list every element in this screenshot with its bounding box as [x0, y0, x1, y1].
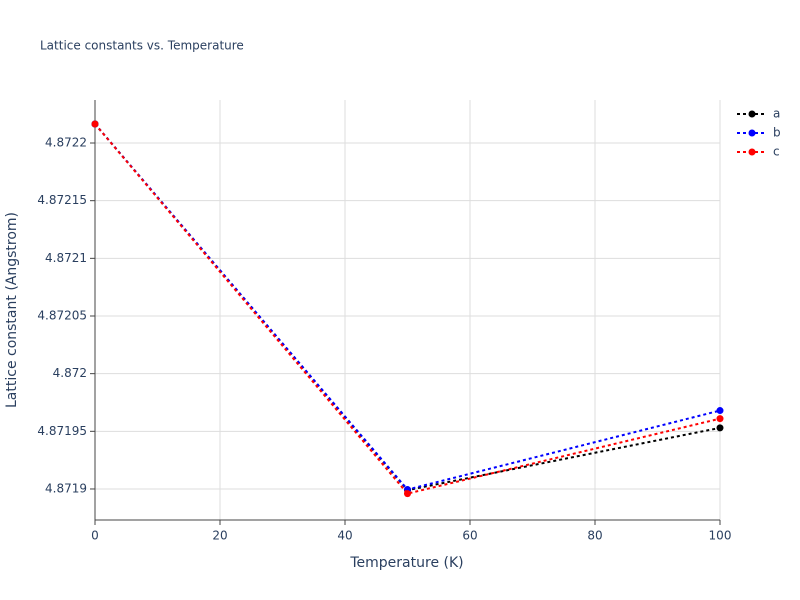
point	[716, 415, 724, 423]
legend-marker	[748, 148, 756, 156]
y-tick-label: 4.8721	[45, 251, 87, 265]
y-tick-label: 4.8719	[45, 481, 87, 495]
y-tick-label: 4.87195	[37, 424, 87, 438]
x-tick-label: 40	[337, 529, 352, 543]
x-tick-label: 80	[587, 529, 602, 543]
y-tick-label: 4.8722	[45, 136, 87, 150]
x-tick-label: 20	[212, 529, 227, 543]
y-tick-label: 4.87205	[37, 308, 87, 322]
point	[716, 424, 724, 432]
legend-label: c	[773, 145, 780, 159]
point	[716, 407, 724, 415]
legend-marker	[748, 129, 756, 137]
legend-label: a	[773, 107, 780, 121]
y-tick-label: 4.872	[53, 366, 87, 380]
x-tick-label: 0	[91, 529, 99, 543]
x-tick-label: 100	[709, 529, 732, 543]
series-line	[94, 123, 721, 495]
legend-marker	[748, 110, 756, 118]
chart-title: Lattice constants vs. Temperature	[40, 39, 244, 53]
x-axis-label: Temperature (K)	[349, 555, 463, 571]
point	[404, 490, 411, 498]
x-tick-label: 60	[462, 529, 477, 543]
legend-label: b	[773, 126, 781, 140]
y-axis-label: Lattice constant (Angstrom)	[4, 212, 20, 408]
y-tick-label: 4.87215	[37, 193, 87, 207]
point	[91, 120, 99, 128]
